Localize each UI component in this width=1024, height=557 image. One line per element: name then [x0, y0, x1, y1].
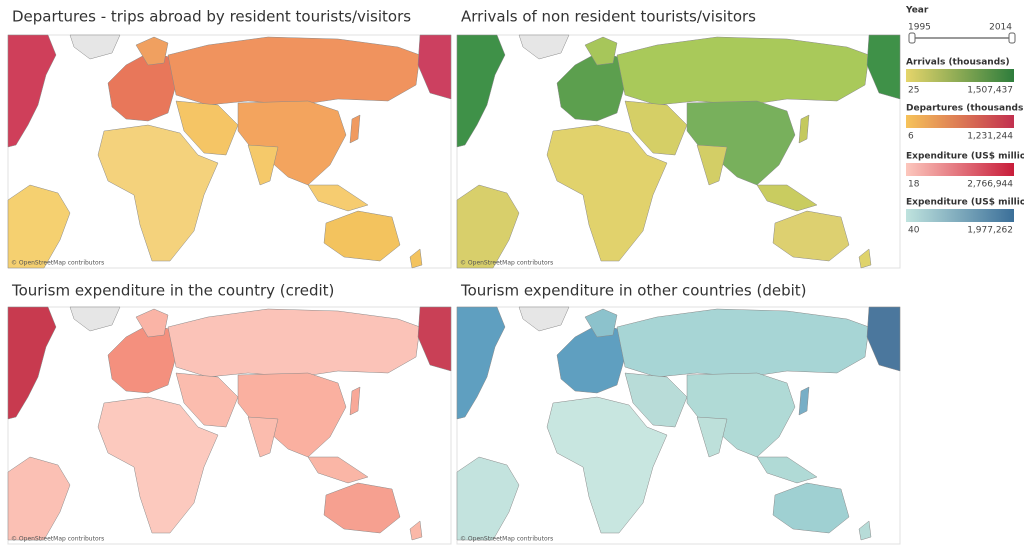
legend-min: 25 — [908, 86, 919, 96]
country-region[interactable] — [97, 124, 219, 262]
country-region[interactable] — [696, 416, 728, 458]
country-region[interactable] — [107, 52, 177, 122]
country-region[interactable] — [456, 184, 520, 269]
panel-title: Tourism expenditure in the country (cred… — [11, 282, 334, 300]
country-region[interactable] — [456, 34, 506, 148]
legend-min: 40 — [908, 226, 920, 236]
year-label: Year — [905, 6, 929, 16]
country-region[interactable] — [456, 456, 520, 541]
legend-gradient — [906, 163, 1014, 176]
country-region[interactable] — [307, 456, 369, 484]
country-region[interactable] — [866, 34, 901, 100]
country-region[interactable] — [624, 100, 688, 156]
country-region[interactable] — [417, 34, 452, 100]
country-region[interactable] — [518, 306, 570, 332]
country-region[interactable] — [97, 396, 219, 534]
year-slider-end[interactable] — [1008, 32, 1016, 44]
country-region[interactable] — [7, 306, 57, 420]
country-region[interactable] — [798, 114, 810, 144]
country-region[interactable] — [247, 416, 279, 458]
country-region[interactable] — [69, 34, 121, 60]
country-region[interactable] — [7, 34, 57, 148]
country-region[interactable] — [135, 36, 169, 66]
legend-max: 2,766,944 — [967, 180, 1013, 190]
year-slider-start[interactable] — [908, 32, 916, 44]
country-region[interactable] — [349, 114, 361, 144]
country-region[interactable] — [756, 456, 818, 484]
panel-title: Tourism expenditure in other countries (… — [460, 282, 807, 300]
country-region[interactable] — [167, 308, 421, 378]
country-region[interactable] — [175, 372, 239, 428]
country-region[interactable] — [866, 306, 901, 372]
country-region[interactable] — [798, 386, 810, 416]
year-end: 2014 — [989, 23, 1012, 33]
country-region[interactable] — [349, 386, 361, 416]
legend-gradient — [906, 115, 1014, 128]
country-region[interactable] — [323, 210, 401, 262]
country-region[interactable] — [616, 308, 870, 378]
country-region[interactable] — [858, 248, 872, 269]
country-region[interactable] — [584, 36, 618, 66]
legend-max: 1,507,437 — [967, 86, 1013, 96]
map-attribution: © OpenStreetMap contributors — [460, 260, 553, 267]
legend-gradient — [906, 69, 1014, 82]
legend-min: 6 — [908, 132, 914, 142]
country-region[interactable] — [7, 456, 71, 541]
country-region[interactable] — [167, 36, 421, 106]
country-region[interactable] — [772, 210, 850, 262]
country-region[interactable] — [546, 124, 668, 262]
map-attribution: © OpenStreetMap contributors — [460, 536, 553, 543]
legend-min: 18 — [908, 180, 920, 190]
country-region[interactable] — [858, 520, 872, 541]
country-region[interactable] — [417, 306, 452, 372]
map[interactable]: © OpenStreetMap contributors — [456, 306, 901, 545]
country-region[interactable] — [556, 52, 626, 122]
panel-title: Arrivals of non resident tourists/visito… — [461, 8, 756, 26]
legend-title: Expenditure (US$ million) — [906, 152, 1024, 162]
legend-title: Departures (thousands) — [906, 104, 1024, 114]
country-region[interactable] — [307, 184, 369, 212]
country-region[interactable] — [616, 36, 870, 106]
map[interactable]: © OpenStreetMap contributors — [456, 34, 901, 269]
country-region[interactable] — [135, 308, 169, 338]
map-attribution: © OpenStreetMap contributors — [11, 536, 104, 543]
country-region[interactable] — [247, 144, 279, 186]
legend-max: 1,977,262 — [967, 226, 1013, 236]
country-region[interactable] — [7, 184, 71, 269]
country-region[interactable] — [69, 306, 121, 332]
country-region[interactable] — [546, 396, 668, 534]
country-region[interactable] — [556, 324, 626, 394]
legend-gradient — [906, 209, 1014, 222]
legend-title: Expenditure (US$ million) — [906, 198, 1024, 208]
legend-title: Arrivals (thousands) — [906, 58, 1010, 68]
map[interactable]: © OpenStreetMap contributors — [7, 34, 452, 269]
country-region[interactable] — [175, 100, 239, 156]
country-region[interactable] — [772, 482, 850, 534]
country-region[interactable] — [107, 324, 177, 394]
country-region[interactable] — [409, 520, 423, 541]
map-attribution: © OpenStreetMap contributors — [11, 260, 104, 267]
country-region[interactable] — [409, 248, 423, 269]
country-region[interactable] — [756, 184, 818, 212]
country-region[interactable] — [456, 306, 506, 420]
country-region[interactable] — [584, 308, 618, 338]
country-region[interactable] — [323, 482, 401, 534]
map[interactable]: © OpenStreetMap contributors — [7, 306, 452, 545]
country-region[interactable] — [518, 34, 570, 60]
panel-title: Departures - trips abroad by resident to… — [12, 8, 411, 26]
country-region[interactable] — [696, 144, 728, 186]
legend-max: 1,231,244 — [967, 132, 1013, 142]
country-region[interactable] — [624, 372, 688, 428]
year-start: 1995 — [908, 23, 931, 33]
